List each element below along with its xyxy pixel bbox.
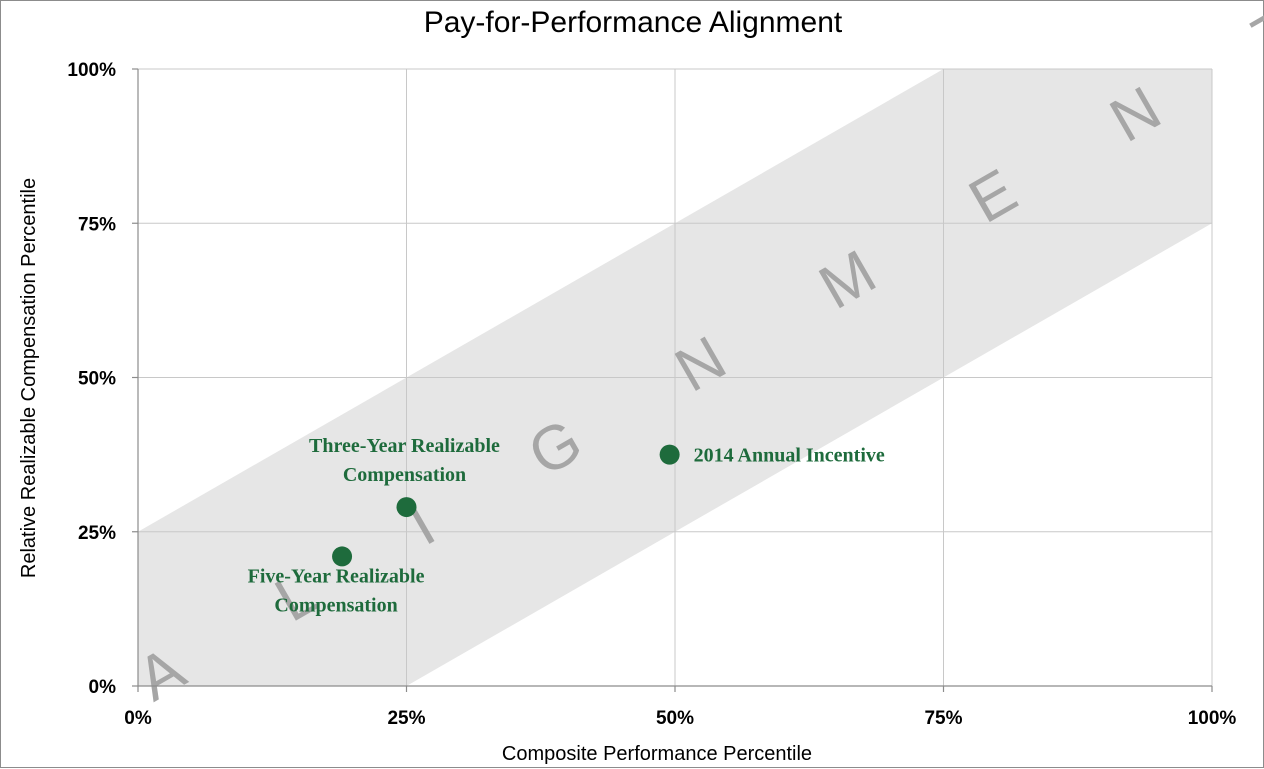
data-point-label: Five-Year Realizable Compensation — [248, 565, 425, 616]
x-tick-label: 100% — [1188, 708, 1237, 729]
x-tick-label: 50% — [656, 708, 694, 729]
tick-labels: 0% 25% 50% 75% 100% 0% 25% 50% 75% 100% — [67, 60, 1236, 729]
y-tick-label: 0% — [89, 677, 117, 698]
data-point-label: 2014 Annual Incentive — [694, 445, 885, 467]
chart-title: Pay-for-Performance Alignment — [424, 6, 843, 39]
x-tick-label: 0% — [124, 708, 152, 729]
data-point — [332, 546, 353, 567]
data-point — [396, 497, 417, 518]
x-axis-title: Composite Performance Percentile — [502, 743, 812, 765]
data-points: Three-Year Realizable Compensation Five-Ye… — [248, 435, 885, 616]
data-point — [659, 444, 680, 465]
data-point-label: Three-Year Realizable Compensation — [309, 435, 500, 486]
gridlines — [138, 68, 1213, 686]
y-axis-title: Relative Realizable Compensation Percent… — [18, 178, 40, 578]
x-tick-label: 25% — [387, 708, 425, 729]
y-tick-label: 50% — [78, 369, 116, 390]
y-tick-label: 100% — [67, 60, 116, 81]
y-tick-label: 25% — [78, 523, 116, 544]
y-tick-label: 75% — [78, 214, 116, 235]
axes — [132, 68, 1213, 692]
x-tick-label: 75% — [924, 708, 962, 729]
